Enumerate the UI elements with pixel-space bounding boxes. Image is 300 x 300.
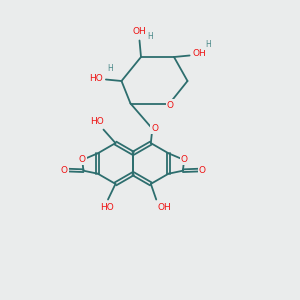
Text: O: O bbox=[60, 166, 68, 175]
Text: O: O bbox=[151, 124, 158, 133]
Text: H: H bbox=[147, 32, 153, 41]
Text: HO: HO bbox=[90, 117, 104, 126]
Text: HO: HO bbox=[89, 74, 103, 82]
Text: H: H bbox=[107, 64, 113, 73]
Text: O: O bbox=[167, 100, 174, 109]
Text: OH: OH bbox=[158, 203, 172, 212]
Text: OH: OH bbox=[133, 27, 146, 36]
Text: H: H bbox=[205, 40, 211, 49]
Text: O: O bbox=[79, 155, 86, 164]
Text: HO: HO bbox=[100, 203, 113, 212]
Text: OH: OH bbox=[192, 50, 206, 58]
Text: O: O bbox=[181, 155, 188, 164]
Text: O: O bbox=[199, 166, 206, 175]
